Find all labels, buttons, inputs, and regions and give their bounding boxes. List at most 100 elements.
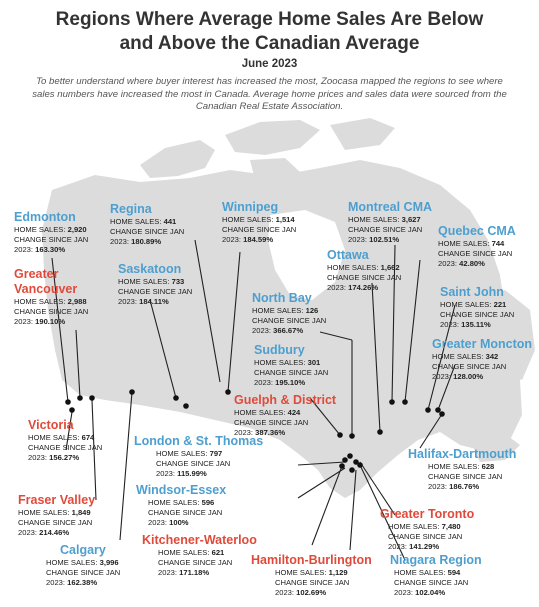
- region-name: Niagara Region: [390, 553, 482, 567]
- land-shape: [42, 118, 535, 498]
- region-name: Kitchener-Waterloo: [142, 533, 257, 547]
- region-stat: CHANGE SINCE JAN: [28, 443, 103, 452]
- region-stat: 2023: 163.30%: [14, 245, 66, 254]
- region-stat: 2023: 180.89%: [110, 237, 162, 246]
- region-stat: CHANGE SINCE JAN: [118, 287, 193, 296]
- region-stat: HOME SALES: 621: [158, 548, 225, 557]
- region-stat: CHANGE SINCE JAN: [252, 316, 327, 325]
- region-stat: HOME SALES: 594: [394, 568, 461, 577]
- region-name: Saint John: [440, 285, 504, 299]
- region-stat: HOME SALES: 7,480: [388, 522, 461, 531]
- region-stat: CHANGE SINCE JAN: [394, 578, 469, 587]
- region-stat: 2023: 387.36%: [234, 428, 286, 437]
- region-stat: HOME SALES: 1,849: [18, 508, 91, 517]
- region-name: Windsor-Essex: [136, 483, 227, 497]
- leader-lines: [51, 239, 456, 561]
- region-stat: HOME SALES: 3,996: [46, 558, 119, 567]
- region-stat: 2023: 128.00%: [432, 372, 484, 381]
- region-north-bay: North Bay HOME SALES: 126 CHANGE SINCE J…: [252, 291, 326, 336]
- region-stat: HOME SALES: 744: [438, 239, 505, 248]
- region-greater-vancouver: Greater Vancouver HOME SALES: 2,988 CHAN…: [14, 267, 88, 327]
- region-name: Greater Moncton: [432, 337, 533, 351]
- region-name: London & St. Thomas: [134, 434, 264, 448]
- region-stat: HOME SALES: 301: [254, 358, 321, 367]
- region-stat: 2023: 184.59%: [222, 235, 274, 244]
- region-name: Sudbury: [254, 343, 305, 357]
- region-name: Hamilton-Burlington: [251, 553, 372, 567]
- region-stat: CHANGE SINCE JAN: [46, 568, 121, 577]
- region-name: Vancouver: [14, 282, 78, 296]
- region-guelph: Guelph & District HOME SALES: 424 CHANGE…: [234, 393, 336, 438]
- region-name: Calgary: [60, 543, 106, 557]
- region-stat: HOME SALES: 628: [428, 462, 495, 471]
- region-windsor: Windsor-Essex HOME SALES: 596 CHANGE SIN…: [136, 483, 226, 528]
- region-stat: 2023: 366.67%: [252, 326, 304, 335]
- region-stat: 2023: 100%: [148, 518, 189, 527]
- region-stat: CHANGE SINCE JAN: [428, 472, 503, 481]
- region-sudbury: Sudbury HOME SALES: 301 CHANGE SINCE JAN…: [254, 343, 328, 388]
- region-name: Regina: [110, 202, 152, 216]
- region-stat: HOME SALES: 797: [156, 449, 223, 458]
- region-name: Montreal CMA: [348, 200, 433, 214]
- region-edmonton: Edmonton HOME SALES: 2,920 CHANGE SINCE …: [14, 210, 88, 255]
- region-stat: 2023: 174.26%: [327, 283, 379, 292]
- region-stat: 2023: 190.10%: [14, 317, 66, 326]
- region-stat: CHANGE SINCE JAN: [348, 225, 423, 234]
- region-name: Greater: [14, 267, 59, 281]
- region-greater-toronto: Greater Toronto HOME SALES: 7,480 CHANGE…: [380, 507, 474, 552]
- region-stat: CHANGE SINCE JAN: [254, 368, 329, 377]
- region-name: Fraser Valley: [18, 493, 96, 507]
- region-fraser-valley: Fraser Valley HOME SALES: 1,849 CHANGE S…: [18, 493, 95, 538]
- region-name: Victoria: [28, 418, 74, 432]
- region-dots: [65, 389, 445, 473]
- region-name: Winnipeg: [222, 200, 279, 214]
- region-stat: CHANGE SINCE JAN: [432, 362, 507, 371]
- region-stat: HOME SALES: 1,129: [275, 568, 348, 577]
- region-name: Saskatoon: [118, 262, 182, 276]
- region-stat: HOME SALES: 221: [440, 300, 507, 309]
- region-stat: CHANGE SINCE JAN: [158, 558, 233, 567]
- region-name: Quebec CMA: [438, 224, 516, 238]
- region-stat: 2023: 42.80%: [438, 259, 485, 268]
- region-stat: HOME SALES: 1,662: [327, 263, 400, 272]
- region-stat: CHANGE SINCE JAN: [156, 459, 231, 468]
- region-stat: CHANGE SINCE JAN: [14, 235, 89, 244]
- region-stat: 2023: 162.38%: [46, 578, 98, 587]
- region-stat: 2023: 102.51%: [348, 235, 400, 244]
- region-stat: 2023: 184.11%: [118, 297, 169, 306]
- region-stat: HOME SALES: 1,514: [222, 215, 295, 224]
- region-stat: 2023: 195.10%: [254, 378, 306, 387]
- region-stat: HOME SALES: 424: [234, 408, 301, 417]
- region-stat: CHANGE SINCE JAN: [110, 227, 185, 236]
- region-stat: HOME SALES: 2,988: [14, 297, 87, 306]
- region-stat: CHANGE SINCE JAN: [234, 418, 309, 427]
- region-stat: 2023: 156.27%: [28, 453, 80, 462]
- region-ottawa: Ottawa HOME SALES: 1,662 CHANGE SINCE JA…: [327, 248, 401, 293]
- region-stat: HOME SALES: 3,627: [348, 215, 421, 224]
- region-saint-john: Saint John HOME SALES: 221 CHANGE SINCE …: [440, 285, 514, 330]
- region-stat: HOME SALES: 126: [252, 306, 319, 315]
- region-stat: 2023: 135.11%: [440, 320, 491, 329]
- region-stat: CHANGE SINCE JAN: [148, 508, 223, 517]
- intro-text: To better understand where buyer interes…: [32, 76, 507, 112]
- region-stat: CHANGE SINCE JAN: [14, 307, 89, 316]
- region-calgary: Calgary HOME SALES: 3,996 CHANGE SINCE J…: [46, 543, 120, 588]
- region-halifax: Halifax-Dartmouth HOME SALES: 628 CHANGE…: [408, 447, 516, 492]
- region-victoria: Victoria HOME SALES: 674 CHANGE SINCE JA…: [28, 418, 102, 463]
- region-regina: Regina HOME SALES: 441 CHANGE SINCE JAN …: [110, 202, 184, 247]
- region-stat: CHANGE SINCE JAN: [438, 249, 513, 258]
- region-saskatoon: Saskatoon HOME SALES: 733 CHANGE SINCE J…: [118, 262, 192, 307]
- region-stat: HOME SALES: 342: [432, 352, 499, 361]
- region-stat: 2023: 141.29%: [388, 542, 440, 551]
- region-winnipeg: Winnipeg HOME SALES: 1,514 CHANGE SINCE …: [222, 200, 296, 245]
- region-stat: HOME SALES: 733: [118, 277, 185, 286]
- region-stat: 2023: 102.04%: [394, 588, 446, 597]
- region-name: Ottawa: [327, 248, 369, 262]
- region-stat: CHANGE SINCE JAN: [275, 578, 350, 587]
- region-name: Halifax-Dartmouth: [408, 447, 517, 461]
- region-stat: 2023: 186.76%: [428, 482, 480, 491]
- region-montreal: Montreal CMA HOME SALES: 3,627 CHANGE SI…: [348, 200, 432, 245]
- region-name: North Bay: [252, 291, 312, 305]
- region-hamilton: Hamilton-Burlington HOME SALES: 1,129 CH…: [251, 553, 372, 598]
